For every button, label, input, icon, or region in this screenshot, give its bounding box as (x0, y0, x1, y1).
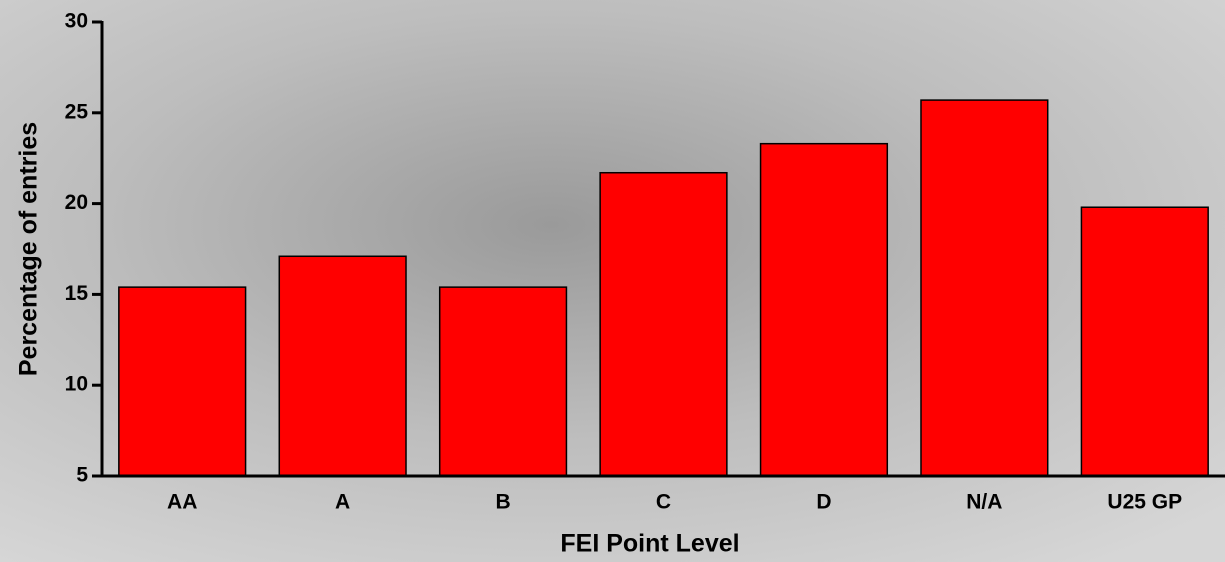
x-tick-label: U25 GP (1107, 491, 1182, 514)
y-tick-label: 5 (76, 464, 88, 487)
bar (759, 142, 889, 477)
y-tick-label: 20 (65, 191, 88, 214)
y-tick-label: 25 (65, 100, 89, 123)
y-tick-label: 30 (65, 10, 88, 33)
bar (118, 286, 247, 477)
x-tick-label: C (656, 491, 671, 514)
x-tick-label: AA (167, 491, 197, 514)
bar (438, 286, 568, 477)
y-tick-label: 15 (65, 282, 89, 305)
y-tick-label: 10 (65, 373, 88, 396)
x-tick-label: A (335, 491, 350, 514)
x-tick-label: D (816, 491, 831, 514)
x-tick-label: B (495, 491, 510, 514)
y-axis-title: Percentage of entries (15, 122, 43, 376)
bar (1080, 206, 1209, 477)
bar (599, 171, 728, 477)
x-axis-title: FEI Point Level (560, 530, 739, 558)
x-tick-label: N/A (966, 491, 1002, 514)
bar (920, 99, 1049, 477)
bar (278, 255, 407, 477)
